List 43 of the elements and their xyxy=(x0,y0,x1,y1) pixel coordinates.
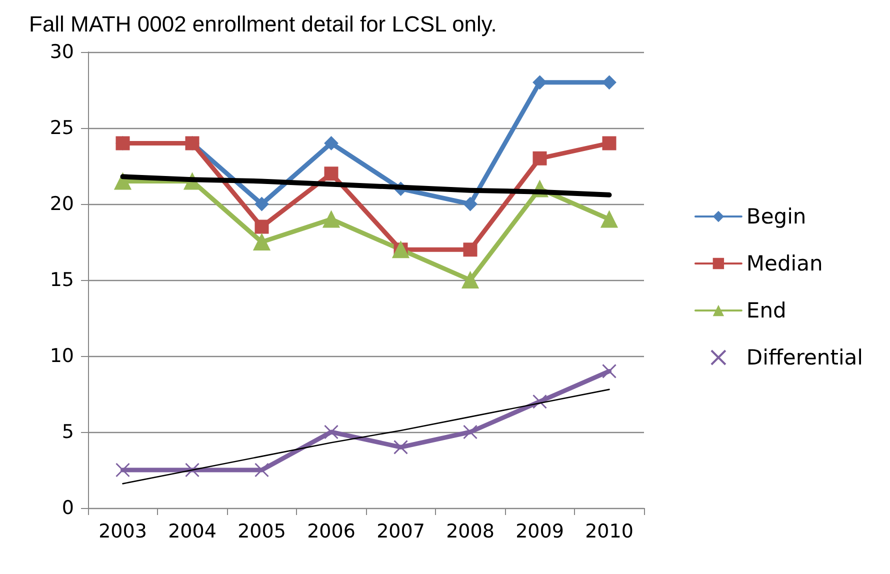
x-tick-label: 2005 xyxy=(238,520,286,542)
legend-label: End xyxy=(746,298,786,322)
x-tick-label: 2009 xyxy=(516,520,564,542)
y-tick-label: 20 xyxy=(50,193,74,215)
point xyxy=(324,166,338,181)
point xyxy=(463,424,478,440)
point xyxy=(254,462,269,478)
legend-label: Differential xyxy=(746,346,864,370)
point xyxy=(254,197,269,211)
point xyxy=(462,272,479,288)
x-tick-label: 2010 xyxy=(585,520,634,542)
x-tick-label: 2004 xyxy=(168,520,216,542)
x-tick-label: 2003 xyxy=(98,520,147,542)
chart-title: Fall MATH 0002 enrollment detail for LCSL only. xyxy=(29,12,497,36)
point xyxy=(394,440,408,454)
point xyxy=(463,242,478,257)
y-tick-label: 30 xyxy=(50,41,74,63)
point xyxy=(116,462,130,478)
point xyxy=(532,75,547,90)
legend-label: Median xyxy=(746,252,823,276)
point xyxy=(600,210,618,228)
x-tick-label: 2008 xyxy=(446,520,494,542)
legend-label: Begin xyxy=(746,204,806,228)
point xyxy=(185,462,200,478)
point xyxy=(602,364,616,378)
point xyxy=(532,151,547,166)
y-tick-label: 15 xyxy=(50,269,74,291)
point xyxy=(463,197,478,211)
point xyxy=(532,394,547,409)
y-tick-label: 0 xyxy=(62,497,74,519)
point xyxy=(324,136,338,150)
x-tick-label: 2006 xyxy=(307,520,356,542)
y-tick-label: 25 xyxy=(50,117,74,139)
point xyxy=(602,136,616,150)
y-tick-label: 5 xyxy=(62,421,74,443)
point xyxy=(253,234,270,250)
point xyxy=(254,220,269,234)
x-tick-label: 2007 xyxy=(376,520,425,542)
line-series xyxy=(122,388,610,484)
point xyxy=(602,75,616,90)
point xyxy=(324,424,338,440)
y-tick-label: 10 xyxy=(50,345,74,367)
point xyxy=(322,210,340,228)
